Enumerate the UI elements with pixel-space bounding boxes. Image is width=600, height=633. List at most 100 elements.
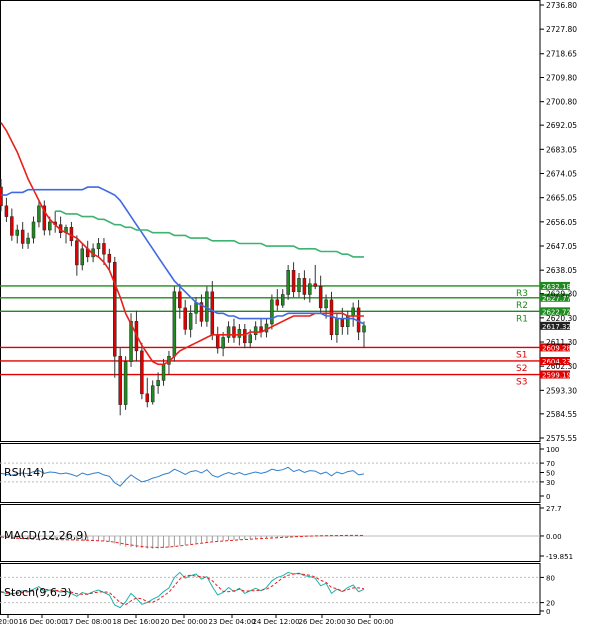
candle-body [188,313,193,330]
candle-body [243,329,247,344]
panel-frame-2 [0,504,541,562]
candle-body [346,315,350,327]
candle-body [351,307,355,317]
level-price-tag: 2604.23 [542,358,571,366]
candle-body [161,364,166,381]
level-name-s1: S1 [516,350,527,360]
candle-body [129,321,133,362]
moving-average-line-1 [1,186,365,325]
ind-y-tick-label: -19.851 [546,553,573,561]
y-tick-label: 2665.05 [546,194,577,203]
y-tick-label: 2575.55 [546,434,577,443]
y-tick-label: 2692.05 [546,121,577,130]
candle-body [237,329,242,338]
candle-body [226,326,231,338]
candle-body [123,361,128,405]
y-tick-label: 2584.55 [546,410,577,419]
candle-body [75,240,79,266]
candle-body [156,380,160,387]
candle-body [253,326,258,336]
ind-y-tick-label: 80 [546,574,555,582]
candle-body [291,270,296,293]
candle-body [199,302,204,322]
candle-body [4,205,9,217]
panel-frame-1 [0,443,541,503]
y-tick-label: 2727.80 [546,25,577,34]
level-price-tag: 2632.18 [542,283,571,291]
candle-body [340,318,345,327]
candle-body [0,186,3,207]
candle-body [37,205,41,223]
y-tick-label: 2709.80 [546,74,577,83]
indicator-line-1-0 [0,466,365,487]
ind-y-tick-label: 30 [546,479,555,487]
candle-body [302,278,307,295]
ind-y-tick-label: 20 [546,600,555,608]
candle-body [96,243,101,250]
level-price-tag-bg [540,356,570,365]
ind-y-tick-label: 0.00 [546,533,562,541]
candle-body [140,350,144,395]
moving-average-line-2 [55,210,364,258]
candle-body [31,221,36,239]
level-price-tag: 2609.28 [542,344,571,352]
panel-frame-0 [0,0,541,442]
y-tick-label: 2656.05 [546,218,577,227]
level-price-tag: 2599.19 [542,372,571,380]
candle-body [42,205,47,231]
y-tick-label: 2593.30 [546,386,577,395]
y-tick-label: 2638.05 [546,266,577,275]
ind-y-tick-label: 27.7 [546,505,562,513]
ind-y-tick-label: 0 [546,493,550,501]
candle-body [194,302,198,314]
indicator-line-3-1 [0,573,365,606]
candle-body [145,393,150,403]
candle-body [270,299,274,325]
y-tick-label: 2700.80 [546,98,577,107]
candle-body [172,291,177,357]
level-price-tag: 2622.72 [542,308,571,316]
x-tick-label: 24 Dec 12:00 [252,618,299,626]
x-tick-label: 17 Dec 08:00 [64,618,111,626]
level-price-tag-bg [540,293,570,302]
ind-y-tick-label: 100 [546,446,559,454]
level-price-tag-bg [540,307,570,316]
level-price-tag-bg [540,281,570,290]
candle-body [10,216,14,236]
level-name-s2: S2 [516,364,527,374]
ind-y-tick-label: 0 [546,608,550,616]
indicator-line-2-0 [0,534,365,548]
level-name-r1: R1 [516,314,528,324]
y-tick-label: 2620.30 [546,314,577,323]
level-price-tag: 2627.77 [542,295,571,303]
x-tick-label: 16 Dec 00:00 [18,618,65,626]
y-tick-label: 2683.05 [546,145,577,154]
candle-body [107,253,112,263]
level-price-tag-bg [540,370,570,379]
x-tick-label: 26 Dec 20:00 [298,618,345,626]
indicator-title: MACD(12,26,9) [4,529,88,542]
candle-body [297,278,301,293]
y-tick-label: 2647.05 [546,242,577,251]
candle-body [183,307,187,330]
level-name-r3: R3 [516,289,528,299]
candle-body [15,229,19,236]
candle-body [118,355,122,405]
x-tick-label: 20 Dec 00:00 [160,618,207,626]
candle-body [335,318,339,336]
candle-body [20,229,25,244]
level-price-tag-bg [540,343,570,352]
x-tick-label: 23 Dec 04:00 [208,618,255,626]
x-tick-label: 18 Dec 16:00 [112,618,159,626]
candle-body [313,283,317,287]
candle-body [80,248,85,266]
indicator-line-3-0 [0,571,365,609]
candle-body [308,283,312,295]
candle-body [215,334,220,349]
candle-body [280,294,285,306]
level-name-r2: R2 [516,301,528,311]
indicator-title: RSI(14) [4,466,44,479]
current-price-tag-bg [540,321,570,330]
